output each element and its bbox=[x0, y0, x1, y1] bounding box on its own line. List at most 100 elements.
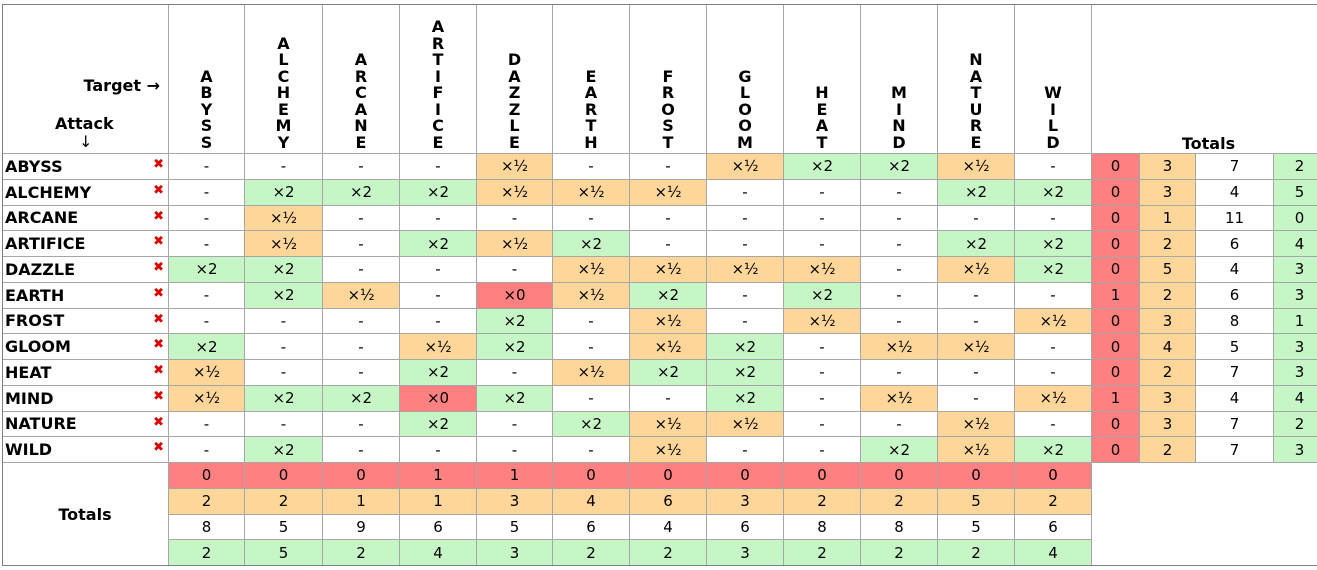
matchup-cell: ×2 bbox=[323, 179, 400, 206]
column-total-cell: 0 bbox=[553, 463, 630, 489]
x-mark-icon: ✖ bbox=[153, 234, 164, 250]
matchup-cell: ×2 bbox=[245, 385, 323, 412]
column-total-cell: 4 bbox=[630, 514, 707, 541]
row-total-cell: 0 bbox=[1092, 154, 1140, 180]
row-label-abyss: ABYSS ✖ bbox=[2, 154, 169, 180]
matchup-cell: - bbox=[245, 411, 323, 438]
column-total-cell: 1 bbox=[400, 463, 477, 489]
matchup-cell: - bbox=[938, 385, 1015, 412]
row-label-arcane: ARCANE ✖ bbox=[2, 205, 169, 232]
row-total-cell: 3 bbox=[1140, 179, 1196, 206]
row-total-cell: 7 bbox=[1196, 437, 1274, 463]
matchup-cell: - bbox=[400, 437, 477, 463]
column-total-cell: 0 bbox=[707, 463, 784, 489]
matchup-cell: - bbox=[169, 179, 245, 206]
matchup-cell: ×2 bbox=[245, 179, 323, 206]
row-total-cell: 1 bbox=[1140, 205, 1196, 232]
matchup-cell: - bbox=[169, 282, 245, 309]
row-total-cell: 0 bbox=[1274, 205, 1317, 232]
column-total-cell: 3 bbox=[707, 488, 784, 515]
column-total-cell: 1 bbox=[323, 488, 400, 515]
matchup-cell: ×½ bbox=[784, 308, 861, 335]
matchup-cell: - bbox=[245, 154, 323, 180]
row-total-cell: 3 bbox=[1140, 385, 1196, 412]
matchup-cell: - bbox=[323, 308, 400, 335]
matchup-cell: - bbox=[707, 231, 784, 257]
matchup-cell: ×2 bbox=[553, 231, 630, 257]
matchup-cell: ×2 bbox=[1015, 257, 1092, 283]
matchup-cell: ×2 bbox=[861, 437, 938, 463]
matchup-cell: - bbox=[477, 257, 553, 283]
row-total-cell: 0 bbox=[1092, 360, 1140, 386]
column-total-cell: 2 bbox=[169, 488, 245, 515]
matchup-cell: ×½ bbox=[477, 179, 553, 206]
matchup-cell: - bbox=[245, 360, 323, 386]
row-total-cell: 2 bbox=[1274, 411, 1317, 438]
matchup-cell: ×2 bbox=[1015, 231, 1092, 257]
row-total-cell: 4 bbox=[1140, 334, 1196, 360]
matchup-cell: - bbox=[861, 205, 938, 232]
matchup-cell: ×2 bbox=[400, 411, 477, 438]
matchup-cell: ×2 bbox=[630, 360, 707, 386]
matchup-cell: - bbox=[784, 385, 861, 412]
row-total-cell: 2 bbox=[1140, 360, 1196, 386]
matchup-cell: ×0 bbox=[400, 385, 477, 412]
matchup-cell: - bbox=[169, 205, 245, 232]
matchup-cell: ×2 bbox=[477, 385, 553, 412]
column-total-cell: 5 bbox=[477, 514, 553, 541]
matchup-cell: ×2 bbox=[400, 360, 477, 386]
column-total-cell: 2 bbox=[169, 540, 245, 566]
matchup-cell: - bbox=[861, 308, 938, 335]
matchup-cell: - bbox=[1015, 334, 1092, 360]
matchup-cell: - bbox=[861, 179, 938, 206]
matchup-cell: - bbox=[707, 437, 784, 463]
matchup-cell: - bbox=[630, 154, 707, 180]
row-total-cell: 4 bbox=[1274, 231, 1317, 257]
matchup-cell: ×½ bbox=[630, 257, 707, 283]
matchup-cell: - bbox=[400, 154, 477, 180]
row-label-wild: WILD ✖ bbox=[2, 437, 169, 463]
row-total-cell: 1 bbox=[1092, 282, 1140, 309]
matchup-cell: - bbox=[400, 308, 477, 335]
matchup-cell: - bbox=[553, 437, 630, 463]
row-total-cell: 7 bbox=[1196, 411, 1274, 438]
matchup-cell: - bbox=[707, 179, 784, 206]
matchup-cell: ×½ bbox=[630, 437, 707, 463]
row-total-cell: 1 bbox=[1274, 308, 1317, 335]
matchup-cell: - bbox=[1015, 411, 1092, 438]
matchup-cell: ×½ bbox=[938, 411, 1015, 438]
matchup-cell: ×2 bbox=[245, 282, 323, 309]
row-total-cell: 3 bbox=[1274, 437, 1317, 463]
column-total-cell: 6 bbox=[630, 488, 707, 515]
matchup-cell: ×2 bbox=[477, 308, 553, 335]
matchup-cell: - bbox=[861, 257, 938, 283]
column-total-cell: 2 bbox=[938, 540, 1015, 566]
matchup-cell: ×0 bbox=[477, 282, 553, 309]
matchup-cell: - bbox=[553, 308, 630, 335]
matchup-cell: - bbox=[169, 231, 245, 257]
column-totals-label: Totals bbox=[2, 463, 169, 566]
column-total-cell: 2 bbox=[861, 488, 938, 515]
matchup-cell: - bbox=[707, 308, 784, 335]
matchup-cell: - bbox=[245, 334, 323, 360]
column-total-cell: 3 bbox=[477, 488, 553, 515]
column-total-cell: 2 bbox=[553, 540, 630, 566]
matchup-cell: - bbox=[707, 282, 784, 309]
column-total-cell: 1 bbox=[477, 463, 553, 489]
matchup-cell: ×½ bbox=[707, 154, 784, 180]
column-total-cell: 5 bbox=[245, 540, 323, 566]
matchup-cell: - bbox=[323, 437, 400, 463]
column-total-cell: 6 bbox=[707, 514, 784, 541]
matchup-cell: ×2 bbox=[630, 282, 707, 309]
matchup-cell: - bbox=[323, 360, 400, 386]
x-mark-icon: ✖ bbox=[153, 182, 164, 198]
matchup-cell: ×2 bbox=[707, 385, 784, 412]
matchup-cell: - bbox=[323, 411, 400, 438]
row-total-cell: 0 bbox=[1092, 411, 1140, 438]
row-total-cell: 7 bbox=[1196, 360, 1274, 386]
